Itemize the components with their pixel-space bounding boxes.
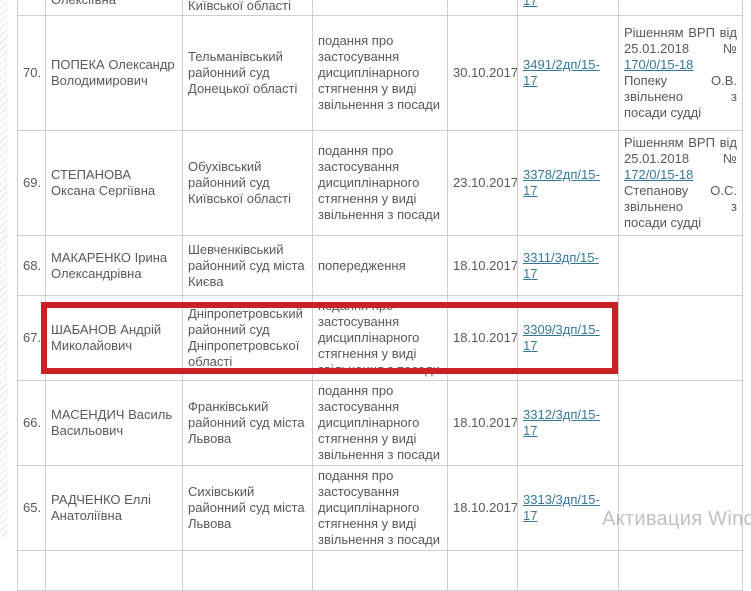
judge-name-cell: МАСЕНДИЧ Василь Васильович — [45, 380, 183, 466]
doc-number-link[interactable]: 3491/2дп/15-17 — [523, 57, 600, 88]
judge-name-cell: МАКАРЕНКО Ірина Олександрівна — [45, 235, 183, 296]
judge-name-cell — [45, 550, 183, 591]
table-row-66: 66. МАСЕНДИЧ Василь Васильович Франківсь… — [17, 380, 743, 466]
row-number-cell: 70. — [17, 15, 46, 131]
court-name-cell: Сихівський районний суд міста Львова — [182, 465, 313, 551]
table-row-partial-top: Олексіївна Київської області 17 — [17, 0, 743, 16]
disciplinary-action-cell: подання про застосування дисциплінарного… — [312, 295, 448, 381]
note-cell: Рішенням ВРП від 25.01.2018 № 170/0/15-1… — [618, 15, 743, 131]
judge-name-cell: СТЕПАНОВА Оксана Сергіївна — [45, 130, 183, 236]
decision-date-cell: 18.10.2017 — [447, 380, 518, 466]
court-name-cell: Дніпропетровський районний суд Дніпропет… — [182, 295, 313, 381]
doc-number-cell: 3312/3дп/15-17 — [517, 380, 619, 466]
note-cell — [618, 295, 743, 381]
table-row-68: 68. МАКАРЕНКО Ірина Олександрівна Шевчен… — [17, 235, 743, 296]
doc-number-cell: 3309/3дп/15-17 — [517, 295, 619, 381]
note-text-pre: Рішенням ВРП від 25.01.2018 № — [624, 25, 737, 56]
doc-number-link[interactable]: 3313/3дп/15-17 — [523, 492, 600, 523]
note-decision-link[interactable]: 170/0/15-18 — [624, 57, 694, 72]
court-name-cell: Київської області — [182, 0, 313, 16]
disciplinary-action-cell — [312, 550, 448, 591]
page-edge-pattern — [0, 0, 7, 537]
table-row-partial-bottom — [17, 550, 743, 591]
note-cell: Рішенням ВРП від 25.01.2018 № 172/0/15-1… — [618, 130, 743, 236]
note-text-post: Попеку О.В. звільнено з посади судді — [624, 73, 737, 120]
disciplinary-action-cell: подання про застосування дисциплінарного… — [312, 465, 448, 551]
doc-number-cell: 3491/2дп/15-17 — [517, 15, 619, 131]
windows-activation-watermark: Активация Wind — [602, 508, 751, 530]
doc-number-link[interactable]: 3311/3дп/15-17 — [523, 249, 599, 281]
judge-name-cell: РАДЧЕНКО Еллі Анатоліївна — [45, 465, 183, 551]
court-name-cell — [182, 550, 313, 591]
decision-date-cell — [447, 550, 518, 591]
table-row-70: 70. ПОПЕКА Олександр Володимирович Тельм… — [17, 15, 743, 131]
row-number-cell: 66. — [17, 380, 46, 466]
note-decision-link[interactable]: 172/0/15-18 — [624, 167, 694, 182]
decision-date-cell: 18.10.2017 — [447, 235, 518, 296]
doc-number-link[interactable]: 3312/3дп/15-17 — [523, 407, 600, 438]
court-name-cell: Шевченківський районний суд міста Києва — [182, 235, 313, 296]
court-name-cell: Обухівський районний суд Київської облас… — [182, 130, 313, 236]
row-number-cell: 65. — [17, 465, 46, 551]
judge-name-cell: ПОПЕКА Олександр Володимирович — [45, 15, 183, 131]
note-cell — [618, 380, 743, 466]
doc-number-cell: 3311/3дп/15-17 — [517, 235, 619, 296]
doc-number-cell: 3378/2дп/15-17 — [517, 130, 619, 236]
table-row-69: 69. СТЕПАНОВА Оксана Сергіївна Обухівськ… — [17, 130, 743, 236]
note-text-pre: Рішенням ВРП від 25.01.2018 № — [624, 135, 737, 166]
decision-date-cell: 23.10.2017 — [447, 130, 518, 236]
decision-date-cell: 18.10.2017 — [447, 465, 518, 551]
disciplinary-action-cell: подання про застосування дисциплінарного… — [312, 15, 448, 131]
doc-number-link[interactable]: 3309/3дп/15-17 — [523, 322, 600, 353]
row-number-cell: 68. — [17, 235, 46, 296]
doc-number-cell — [517, 550, 619, 591]
doc-number-cell: 17 — [517, 0, 619, 16]
note-cell — [618, 235, 743, 296]
court-name-cell: Франківський районний суд міста Львова — [182, 380, 313, 466]
row-number-cell: 69. — [17, 130, 46, 236]
disciplinary-action-cell — [312, 0, 448, 16]
decision-date-cell — [447, 0, 518, 16]
judge-name-cell: ШАБАНОВ Андрій Миколайович — [45, 295, 183, 381]
disciplinary-sanctions-table: Олексіївна Київської області 17 70. ПОПЕ… — [17, 0, 743, 591]
disciplinary-action-cell: подання про застосування дисциплінарного… — [312, 380, 448, 466]
disciplinary-action-cell: попередження — [312, 235, 448, 296]
row-number-cell: 67. — [17, 295, 46, 381]
judge-name-cell: Олексіївна — [45, 0, 183, 16]
row-number-cell — [17, 550, 46, 591]
note-text-post: Степанову О.С. звільнено з посади судді — [624, 183, 737, 230]
row-number-cell — [17, 0, 46, 16]
decision-date-cell: 18.10.2017 — [447, 295, 518, 381]
decision-date-cell: 30.10.2017 — [447, 15, 518, 131]
disciplinary-action-cell: подання про застосування дисциплінарного… — [312, 130, 448, 236]
note-cell — [618, 0, 743, 16]
court-name-cell: Тельманівський районний суд Донецької об… — [182, 15, 313, 131]
table-row-67-highlighted: 67. ШАБАНОВ Андрій Миколайович Дніпропет… — [17, 295, 743, 381]
note-cell — [618, 550, 743, 591]
doc-number-link[interactable]: 17 — [523, 0, 538, 8]
doc-number-link[interactable]: 3378/2дп/15-17 — [523, 167, 600, 198]
